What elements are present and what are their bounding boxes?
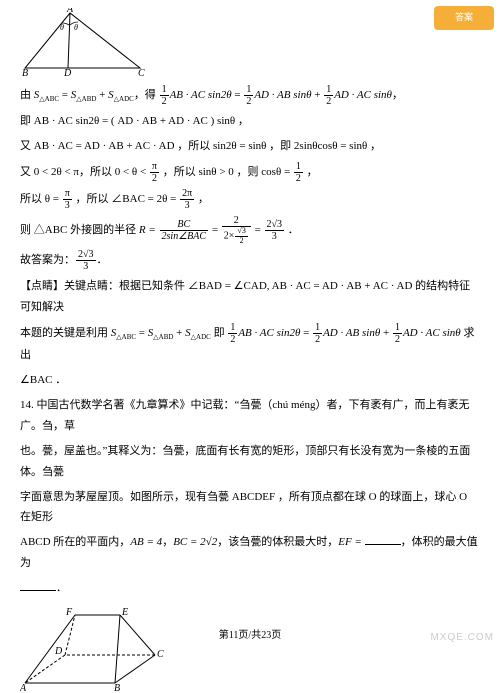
text-line-6: 则 △ABC 外接圆的半径 R = BC2sin∠BAC = 22×√32 = …	[20, 215, 480, 246]
page-number: 第11页/共23页	[0, 626, 500, 645]
svg-text:B: B	[114, 683, 120, 693]
figure-triangle: A B C D θ θ	[20, 8, 480, 78]
watermark-bottom-right: MXQE.COM	[430, 628, 494, 647]
text-line-7: 故答案为：2√33．	[20, 249, 480, 272]
text-line-12: 也。甍，屋盖也。”其释义为：刍甍，底面有长有宽的矩形，顶部只有长没有宽为一条棱的…	[20, 441, 480, 483]
blank-field-2	[20, 580, 56, 591]
label-D: D	[63, 68, 72, 78]
text-line-2: 即 AB · AC sin2θ = ( AD · AB + AD · AC ) …	[20, 111, 480, 132]
figure-solid: A B C D E F	[20, 605, 480, 693]
label-theta-1: θ	[60, 23, 64, 32]
text-line-1: 由 S△ABC = S△ABD + S△ADC，得 12AB · AC sin2…	[20, 84, 480, 107]
label-A: A	[66, 8, 74, 15]
text-line-15: ．	[20, 578, 480, 599]
text-line-5: 所以 θ = π3 ，所以 ∠BAC = 2θ = 2π3 ，	[20, 188, 480, 211]
text-line-8: 【点睛】关键点睛：根据已知条件 ∠BAD = ∠CAD, AB · AC = A…	[20, 276, 480, 318]
svg-text:C: C	[157, 649, 164, 660]
svg-text:E: E	[121, 607, 128, 618]
text-line-9: 本题的关键是利用 S△ABC = S△ABD + S△ADC 即 12AB · …	[20, 322, 480, 366]
label-B: B	[22, 68, 28, 78]
label-theta-2: θ	[74, 23, 78, 32]
text-line-11: 14. 中国古代数学名著《九章算术》中记载：“刍甍（chú méng）者，下有袤…	[20, 395, 480, 437]
text-line-3: 又 AB · AC = AD · AB + AC · AD ，所以 sin2θ …	[20, 136, 480, 157]
svg-text:D: D	[54, 646, 63, 657]
label-C: C	[138, 68, 145, 78]
text-line-4: 又 0 < 2θ < π，所以 0 < θ < π2 ，所以 sinθ > 0 …	[20, 161, 480, 184]
svg-text:F: F	[65, 607, 73, 618]
text-line-14: ABCD 所在的平面内，AB = 4，BC = 2√2，该刍甍的体积最大时，EF…	[20, 532, 480, 574]
watermark-top-right: 答案	[434, 6, 494, 30]
text-line-10: ∠BAC ．	[20, 370, 480, 391]
blank-field-1	[365, 534, 401, 545]
svg-text:A: A	[20, 683, 27, 693]
text-line-13: 字面意思为茅屋屋顶。如图所示，现有刍甍 ABCDEF ，所有顶点都在球 O 的球…	[20, 487, 480, 529]
document-body: A B C D θ θ 由 S△ABC = S△ABD + S△ADC，得 12…	[20, 8, 480, 693]
